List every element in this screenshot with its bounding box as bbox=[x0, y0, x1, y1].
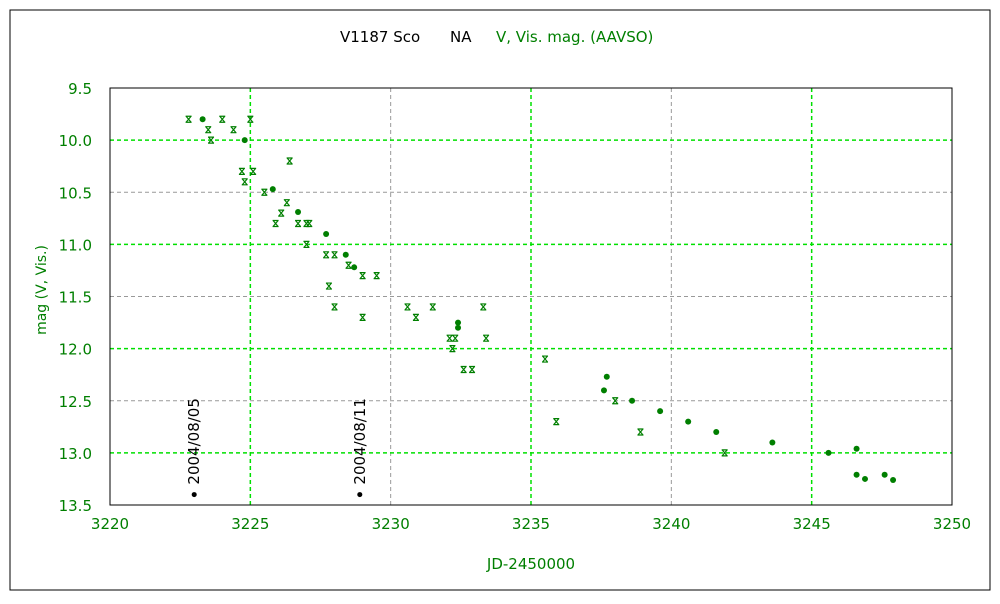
annotation-label: 2004/08/11 bbox=[351, 398, 369, 484]
data-point-vis bbox=[241, 178, 248, 186]
data-point-v bbox=[685, 418, 692, 425]
data-point-v bbox=[853, 471, 860, 478]
data-point-vis bbox=[303, 240, 310, 248]
data-point-v bbox=[890, 476, 897, 483]
data-point-v bbox=[342, 251, 349, 258]
data-point-vis bbox=[721, 449, 728, 457]
data-marks bbox=[185, 115, 897, 483]
data-point-vis bbox=[272, 219, 279, 228]
data-point-v bbox=[861, 475, 868, 482]
y-tick-label: 13.0 bbox=[59, 445, 92, 463]
data-point-vis bbox=[449, 345, 456, 353]
data-point-vis bbox=[542, 355, 549, 363]
data-point-v bbox=[853, 445, 860, 452]
data-point-vis bbox=[219, 115, 226, 123]
data-point-vis bbox=[208, 136, 215, 144]
data-point-vis bbox=[247, 115, 254, 123]
data-point-vis bbox=[373, 272, 380, 280]
data-point-v bbox=[600, 387, 607, 394]
data-point-v bbox=[629, 397, 636, 404]
data-point-v bbox=[603, 373, 610, 380]
title-star: V1187 Sco bbox=[340, 28, 420, 46]
data-point-vis bbox=[612, 397, 619, 405]
x-axis-label: JD-2450000 bbox=[486, 555, 575, 573]
data-point-vis bbox=[345, 261, 352, 269]
outer-frame bbox=[9, 9, 991, 591]
y-tick-label: 9.5 bbox=[68, 80, 92, 98]
x-tick-label: 3230 bbox=[372, 515, 410, 533]
x-tick-label: 3225 bbox=[231, 515, 269, 533]
data-point-vis bbox=[286, 157, 293, 165]
data-point-vis bbox=[295, 219, 302, 228]
y-tick-label: 12.5 bbox=[59, 393, 92, 411]
data-point-vis bbox=[325, 282, 332, 290]
data-point-vis bbox=[412, 313, 419, 321]
y-tick-label: 11.0 bbox=[59, 236, 92, 254]
data-point-vis bbox=[230, 126, 237, 134]
y-tick-label: 10.5 bbox=[59, 184, 92, 202]
data-point-v bbox=[351, 264, 358, 271]
annotation-marker bbox=[191, 492, 197, 498]
data-point-vis bbox=[469, 365, 476, 374]
annotation-marker bbox=[357, 492, 363, 498]
y-tick-label: 13.5 bbox=[59, 497, 92, 515]
data-point-v bbox=[199, 116, 206, 123]
data-point-vis bbox=[637, 428, 644, 436]
x-tick-label: 3240 bbox=[652, 515, 690, 533]
data-point-v bbox=[825, 449, 832, 456]
data-point-v bbox=[657, 408, 664, 415]
title-series-label: V, Vis. mag. (AAVSO) bbox=[496, 28, 653, 46]
data-point-vis bbox=[303, 219, 310, 228]
data-point-vis bbox=[460, 365, 467, 374]
data-point-v bbox=[269, 186, 276, 193]
data-point-v bbox=[323, 230, 330, 237]
data-point-vis bbox=[185, 115, 192, 123]
y-tick-label: 12.0 bbox=[59, 341, 92, 359]
data-point-vis bbox=[404, 303, 411, 311]
x-tick-label: 3250 bbox=[933, 515, 971, 533]
y-tick-label: 11.5 bbox=[59, 289, 92, 307]
y-axis-label: mag (V, Vis.) bbox=[34, 245, 50, 335]
data-point-v bbox=[455, 324, 462, 331]
y-tick-label: 10.0 bbox=[59, 132, 92, 150]
plot-frame bbox=[109, 87, 953, 506]
data-point-vis bbox=[250, 167, 257, 175]
data-point-vis bbox=[480, 303, 487, 311]
data-point-vis bbox=[483, 334, 490, 342]
annotations: 2004/08/05 2004/08/11 bbox=[185, 398, 369, 498]
title-type: NA bbox=[450, 28, 472, 46]
x-tick-label: 3220 bbox=[91, 515, 129, 533]
data-point-vis bbox=[429, 303, 436, 311]
data-point-v bbox=[455, 319, 462, 326]
data-point-vis bbox=[359, 313, 366, 321]
data-point-vis bbox=[452, 334, 459, 342]
tick-labels: 3220 3225 3230 3235 3240 3245 3250 9.5 10.0 10.5 1… bbox=[59, 80, 972, 533]
data-point-v bbox=[769, 439, 776, 446]
data-point-vis bbox=[359, 272, 366, 280]
data-point-vis bbox=[553, 418, 560, 426]
data-point-vis bbox=[261, 188, 268, 196]
data-point-v bbox=[881, 471, 888, 478]
data-point-v bbox=[713, 429, 720, 436]
data-point-v bbox=[241, 137, 248, 144]
data-point-vis bbox=[446, 334, 453, 342]
data-point-vis bbox=[283, 199, 290, 207]
annotation-label: 2004/08/05 bbox=[185, 398, 203, 484]
data-point-vis bbox=[306, 219, 313, 228]
data-point-vis bbox=[331, 303, 338, 311]
data-point-vis bbox=[238, 167, 245, 175]
data-point-vis bbox=[323, 251, 330, 259]
data-point-vis bbox=[278, 209, 285, 217]
data-point-vis bbox=[331, 251, 338, 259]
grid bbox=[110, 88, 952, 505]
x-tick-label: 3235 bbox=[512, 515, 550, 533]
data-point-vis bbox=[205, 126, 212, 134]
data-point-v bbox=[295, 209, 302, 216]
x-tick-label: 3245 bbox=[793, 515, 831, 533]
